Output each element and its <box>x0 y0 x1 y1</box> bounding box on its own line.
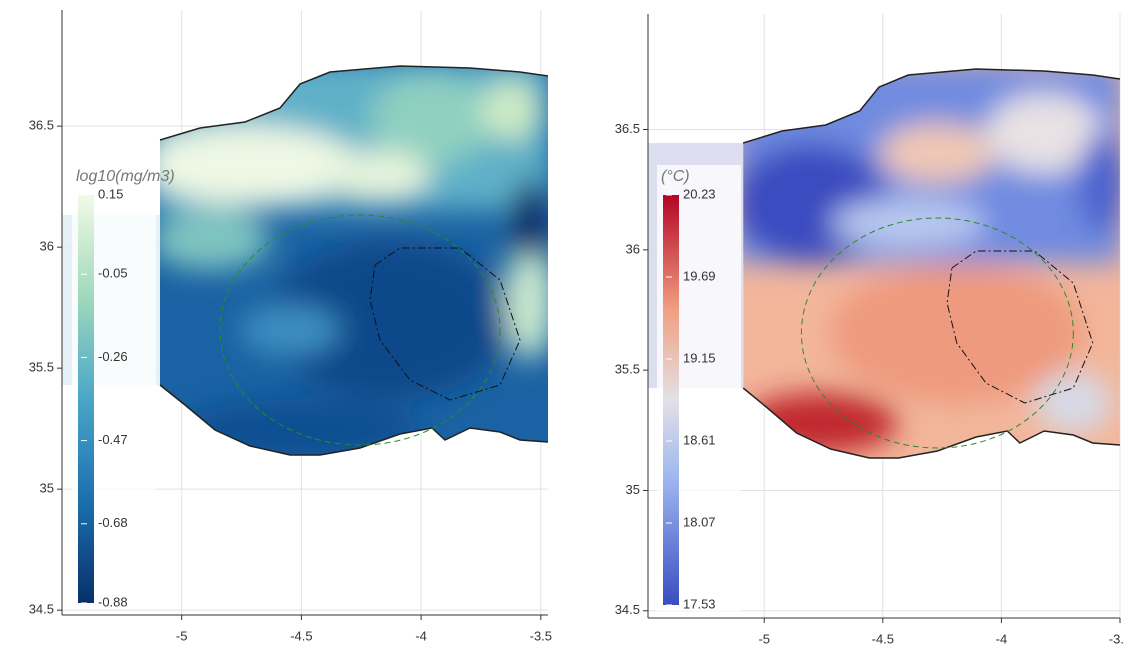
colorbar-tick-label: 19.15 <box>683 350 716 365</box>
colorbar-tick-label: 19.69 <box>683 268 716 283</box>
coastline <box>742 68 1121 459</box>
y-tick-label: 36.5 <box>615 121 640 136</box>
colorbar-tick-label: 18.61 <box>683 432 716 447</box>
colorbar-tick-label: -0.68 <box>98 515 128 530</box>
x-tick-label: -4 <box>415 628 427 643</box>
contour-black <box>369 247 521 401</box>
y-tick-label: 36 <box>40 239 54 254</box>
colorbar-tick-label: -0.26 <box>98 349 128 364</box>
x-tick-label: -5 <box>758 631 770 646</box>
x-tick-label: -4 <box>996 631 1008 646</box>
colorbar-label: (°C) <box>661 168 690 185</box>
colorbar-tick-label: 0.15 <box>98 186 123 201</box>
colorbar <box>663 195 679 605</box>
colorbar-label: log10(mg/m3) <box>76 168 175 185</box>
axes: -5 -4.5 -4 -3.5 34.5 35 35.5 36 36.5 log10(mg/m3)… <box>29 10 552 643</box>
y-tick-label: 35.5 <box>615 362 640 377</box>
x-tick-label: -3.5 <box>530 628 552 643</box>
colorbar-tick-label: 18.07 <box>683 514 716 529</box>
y-tick-label: 36.5 <box>29 118 54 133</box>
y-tick-label: 35.5 <box>29 360 54 375</box>
x-tick-label: -4.5 <box>872 631 894 646</box>
y-tick-label: 36 <box>626 241 640 256</box>
contour-green <box>800 217 1074 449</box>
colorbar-tick-label: -0.05 <box>98 266 128 281</box>
colorbar-tick-label: -0.47 <box>98 432 128 447</box>
y-tick-label: 34.5 <box>29 602 54 617</box>
coastline <box>159 65 549 456</box>
x-tick-label: -5 <box>176 628 188 643</box>
x-tick-label: -3.5 <box>1109 631 1123 646</box>
colorbar-tick-label: 20.23 <box>683 186 716 201</box>
y-tick-label: 35 <box>626 482 640 497</box>
colorbar <box>78 195 94 603</box>
axes: -5 -4.5 -4 -3.5 34.5 35 35.5 36 36.5 (°C)20.23 19.… <box>615 14 1123 646</box>
colorbar-tick-label: -0.88 <box>98 594 128 609</box>
y-tick-label: 34.5 <box>615 602 640 617</box>
x-tick-label: -4.5 <box>290 628 312 643</box>
contour-green <box>219 214 501 446</box>
contour-black <box>946 250 1094 404</box>
colorbar-tick-label: 17.53 <box>683 596 716 611</box>
y-tick-label: 35 <box>40 481 54 496</box>
chlorophyll-raster <box>62 65 549 456</box>
